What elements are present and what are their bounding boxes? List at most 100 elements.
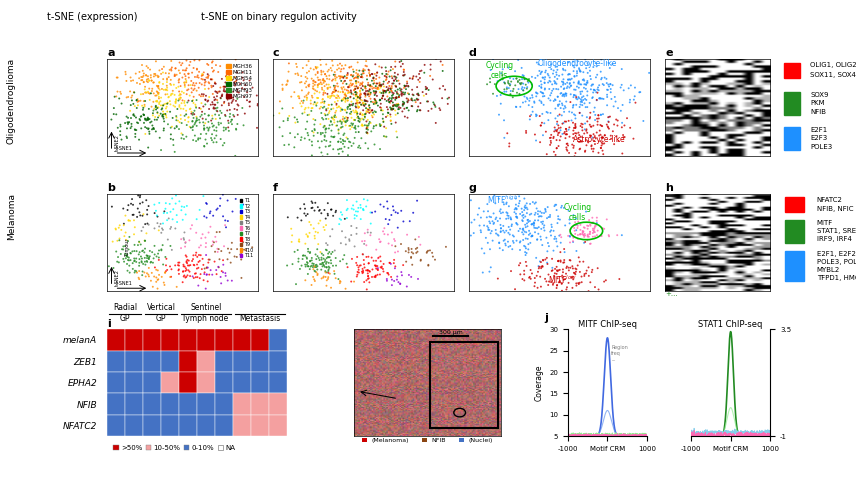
- Point: [529, 89, 543, 97]
- Point: [568, 149, 582, 157]
- Point: [421, 107, 435, 115]
- Point: [152, 67, 166, 74]
- Point: [355, 153, 369, 161]
- Point: [580, 236, 594, 244]
- Point: [368, 91, 382, 99]
- Point: [550, 267, 564, 274]
- Point: [305, 138, 318, 146]
- Point: [505, 220, 519, 228]
- Point: [361, 228, 375, 236]
- Point: [323, 107, 336, 115]
- Point: [147, 105, 161, 113]
- Point: [553, 266, 567, 274]
- Point: [386, 98, 400, 106]
- Point: [169, 224, 182, 232]
- Text: e: e: [665, 48, 673, 58]
- Point: [300, 96, 313, 104]
- Point: [214, 120, 228, 127]
- Point: [321, 212, 335, 220]
- Point: [354, 122, 368, 129]
- Point: [172, 88, 186, 96]
- Point: [350, 272, 364, 280]
- Point: [187, 99, 200, 107]
- Point: [579, 147, 592, 155]
- Point: [298, 210, 312, 218]
- Point: [350, 261, 364, 269]
- Point: [550, 270, 563, 278]
- Point: [569, 215, 583, 222]
- Point: [551, 112, 565, 120]
- Point: [556, 81, 570, 89]
- Point: [210, 266, 223, 274]
- Point: [225, 239, 239, 247]
- Point: [186, 255, 199, 263]
- Point: [592, 95, 606, 102]
- Point: [348, 86, 361, 94]
- Point: [236, 122, 250, 129]
- Point: [368, 208, 382, 216]
- Point: [526, 232, 539, 240]
- Point: [412, 76, 425, 84]
- Point: [433, 85, 447, 93]
- Point: [120, 252, 134, 260]
- Point: [146, 125, 159, 133]
- Point: [481, 226, 495, 234]
- Point: [552, 129, 566, 137]
- Point: [134, 113, 147, 121]
- Point: [301, 57, 315, 65]
- Text: Oligodendrocyte-like: Oligodendrocyte-like: [538, 59, 617, 68]
- Point: [509, 103, 523, 111]
- Point: [584, 222, 597, 230]
- Point: [288, 114, 301, 122]
- Point: [387, 76, 401, 84]
- Point: [179, 72, 193, 80]
- Point: [484, 220, 497, 227]
- Point: [128, 269, 141, 276]
- Point: [209, 104, 223, 112]
- Point: [299, 263, 312, 270]
- Point: [210, 206, 223, 214]
- Point: [348, 215, 361, 222]
- Point: [555, 280, 568, 288]
- Point: [169, 84, 183, 92]
- Point: [523, 94, 537, 102]
- Point: [319, 264, 333, 271]
- Point: [523, 200, 537, 208]
- Point: [341, 105, 354, 113]
- Point: [551, 257, 565, 265]
- Point: [542, 95, 556, 102]
- Point: [311, 129, 324, 137]
- Point: [178, 116, 192, 124]
- Point: [384, 87, 398, 95]
- Point: [383, 89, 396, 97]
- Point: [385, 276, 399, 284]
- Point: [180, 121, 193, 129]
- Point: [211, 107, 224, 115]
- Point: [489, 215, 502, 223]
- Point: [194, 75, 208, 83]
- Point: [334, 88, 348, 96]
- Point: [536, 93, 550, 100]
- Point: [238, 85, 252, 93]
- Point: [296, 64, 310, 72]
- Point: [384, 63, 398, 71]
- Point: [317, 75, 330, 83]
- Point: [464, 232, 478, 240]
- Point: [502, 243, 515, 251]
- Point: [228, 78, 241, 86]
- Point: [354, 81, 367, 89]
- Point: [374, 263, 388, 271]
- Point: [359, 84, 372, 92]
- Point: [560, 130, 574, 138]
- Point: [178, 67, 192, 74]
- Point: [177, 228, 191, 236]
- Point: [595, 139, 609, 147]
- Point: [140, 77, 153, 85]
- Point: [390, 272, 404, 280]
- Point: [416, 88, 430, 96]
- Point: [377, 203, 390, 211]
- Point: [322, 84, 336, 92]
- Point: [156, 111, 169, 119]
- Point: [236, 238, 250, 246]
- Point: [363, 267, 377, 275]
